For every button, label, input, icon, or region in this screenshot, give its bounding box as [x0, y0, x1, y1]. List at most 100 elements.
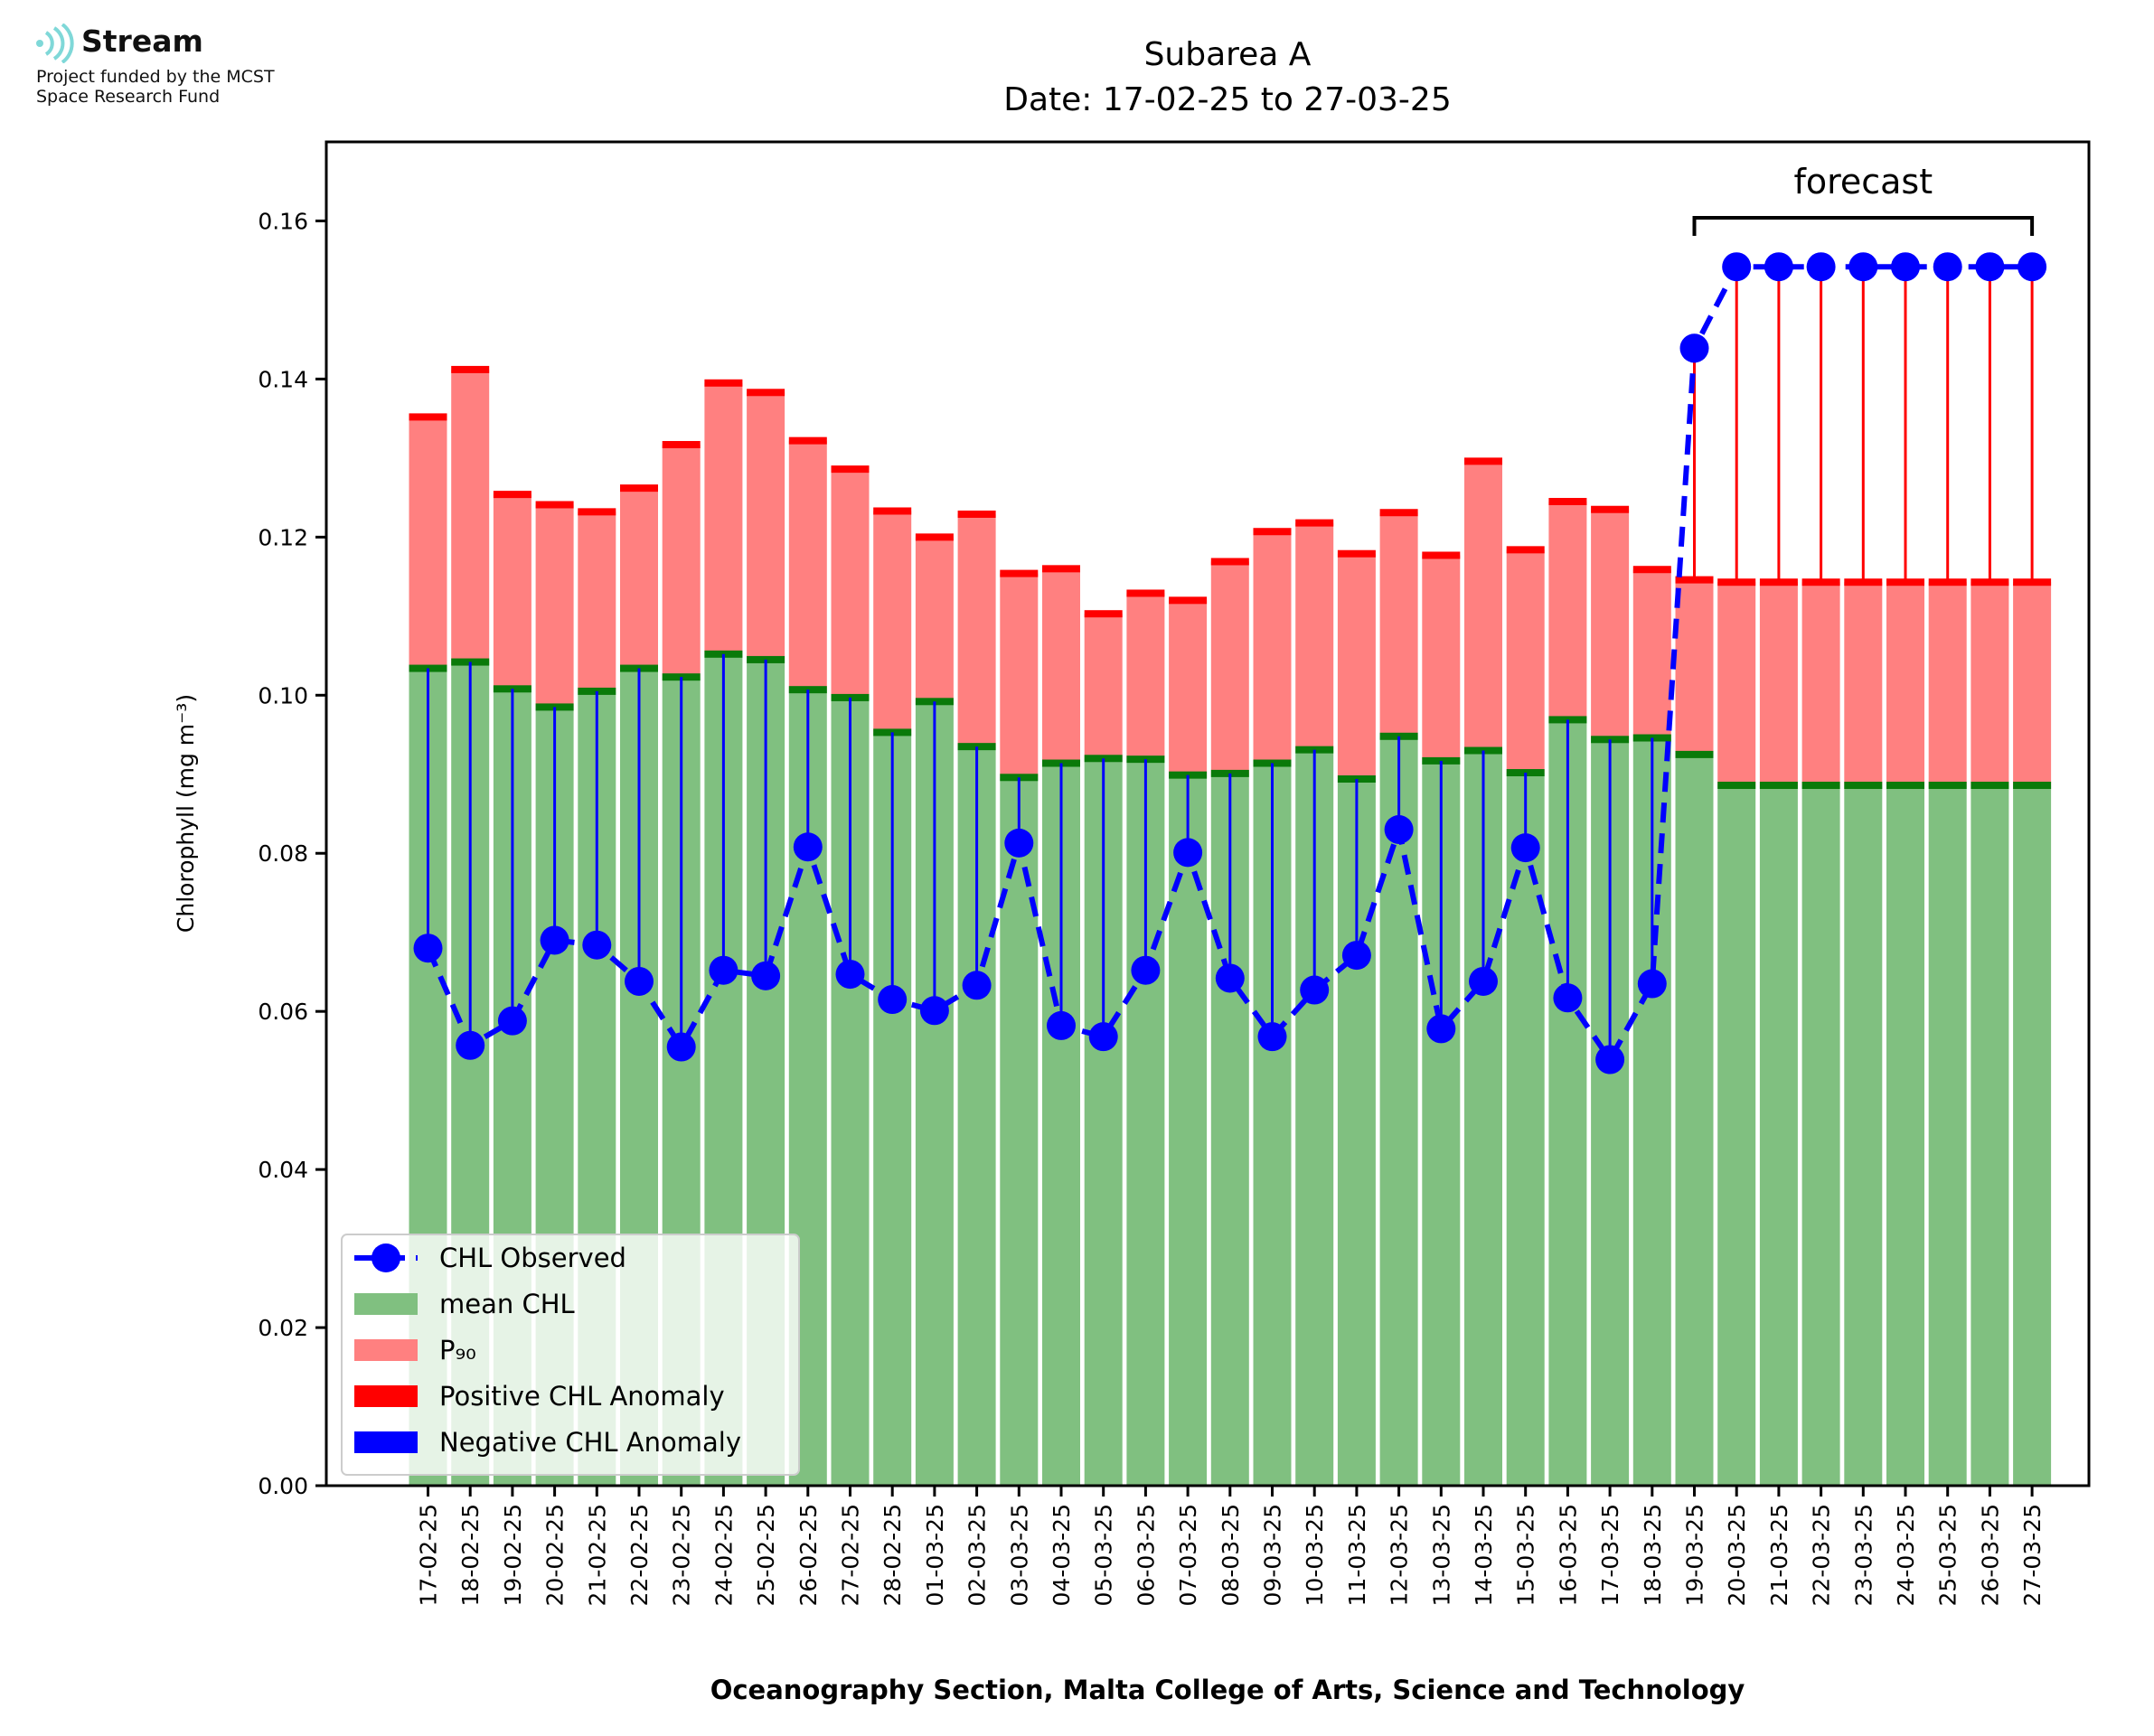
p90-bar — [1464, 461, 1502, 751]
p90-marker — [1337, 549, 1376, 558]
y-tick-label: 0.12 — [258, 524, 308, 550]
p90-marker — [493, 491, 531, 499]
observed-point — [793, 832, 823, 862]
mean-bar — [1717, 785, 1756, 1486]
p90-bar — [831, 469, 870, 698]
p90-bar — [915, 537, 954, 702]
observed-point — [1933, 252, 1962, 282]
mean-bar — [1971, 785, 2009, 1486]
p90-bar — [788, 440, 827, 690]
p90-marker — [620, 484, 658, 493]
legend-marker-observed — [372, 1243, 400, 1272]
x-tick-label: 21-03-25 — [1766, 1504, 1792, 1606]
p90-bar — [620, 488, 658, 669]
observed-point — [413, 934, 443, 963]
observed-point — [1679, 333, 1709, 363]
p90-bar — [1886, 582, 1924, 786]
observed-point — [582, 930, 612, 960]
p90-bar — [1210, 561, 1249, 774]
mean-bar — [2013, 785, 2052, 1486]
x-tick-label: 05-03-25 — [1091, 1504, 1117, 1606]
legend-swatch — [354, 1385, 418, 1407]
observed-point — [1469, 966, 1498, 996]
p90-marker — [1253, 528, 1292, 536]
p90-bar — [578, 511, 616, 691]
mean-bar — [1675, 754, 1714, 1486]
x-tick-label: 09-03-25 — [1260, 1504, 1286, 1606]
y-axis: 0.00 0.02 0.04 0.06 0.08 0.10 0.12 0.14 0.16 — [258, 208, 326, 1499]
observed-point — [1553, 983, 1583, 1013]
p90-bar — [1000, 573, 1039, 778]
p90-marker — [1506, 546, 1545, 554]
observed-point — [878, 985, 908, 1015]
observed-point — [1510, 833, 1540, 863]
p90-bar — [1295, 522, 1334, 750]
y-tick-label: 0.16 — [258, 208, 308, 234]
x-tick-label: 22-02-25 — [626, 1504, 653, 1606]
x-tick-label: 16-03-25 — [1555, 1504, 1581, 1606]
p90-bar — [1632, 569, 1671, 738]
p90-marker — [747, 389, 785, 397]
p90-marker — [915, 533, 954, 541]
x-tick-label: 03-03-25 — [1006, 1504, 1032, 1606]
y-tick-label: 0.08 — [258, 840, 308, 867]
chart-subtitle: Date: 17-02-25 to 27-03-25 — [1003, 81, 1451, 118]
mean-bar — [1928, 785, 1967, 1486]
p90-marker — [788, 436, 827, 445]
plot-frame — [325, 140, 2091, 1487]
logo-name: Stream — [81, 23, 203, 59]
observed-point — [1722, 252, 1752, 282]
p90-bar — [1717, 582, 1756, 786]
p90-bar — [1506, 549, 1545, 774]
p90-bar — [2013, 582, 2052, 786]
p90-bar — [662, 445, 701, 678]
x-tick-label: 27-03-25 — [2019, 1504, 2046, 1606]
x-tick-label: 25-03-25 — [1935, 1504, 1961, 1606]
x-tick-label: 23-02-25 — [669, 1504, 695, 1606]
x-tick-label: 24-03-25 — [1893, 1504, 1919, 1606]
x-tick-label: 02-03-25 — [964, 1504, 991, 1606]
x-tick-label: 04-03-25 — [1049, 1504, 1075, 1606]
anomaly-stems-layer — [427, 267, 2034, 1060]
y-axis-label: Chlorophyll (mg m⁻³) — [173, 694, 199, 933]
x-tick-label: 06-03-25 — [1133, 1504, 1159, 1606]
mean-marker — [1928, 782, 1967, 790]
observed-point — [1004, 828, 1034, 858]
observed-point — [1637, 969, 1667, 999]
p90-bar — [1759, 582, 1798, 786]
legend: CHL Observed mean CHL P₉₀ Positive CHL Anom… — [341, 1234, 800, 1476]
p90-bar — [1379, 512, 1418, 737]
observed-point — [1891, 252, 1920, 282]
forecast-annotation: forecast — [1692, 162, 2035, 236]
p90-bar — [747, 392, 785, 660]
p90-bar — [1422, 555, 1461, 761]
observed-point — [666, 1032, 696, 1062]
p90-marker — [1126, 589, 1165, 597]
mean-bar — [1506, 773, 1545, 1486]
observed-point — [1341, 941, 1371, 971]
x-tick-label: 26-02-25 — [795, 1504, 822, 1606]
legend-swatch — [354, 1293, 418, 1315]
y-tick-label: 0.04 — [258, 1157, 308, 1183]
axes-layer — [325, 140, 2091, 1487]
p90-marker — [1169, 596, 1208, 605]
x-tick-label: 12-03-25 — [1387, 1504, 1413, 1606]
logo-funding-line1: Project funded by the MCST — [36, 67, 275, 87]
observed-point — [497, 1006, 527, 1036]
p90-marker — [1210, 558, 1249, 566]
p90-marker — [704, 379, 743, 387]
mean-bar — [1886, 785, 1924, 1486]
mean-bar — [1801, 785, 1840, 1486]
x-tick-label: 08-03-25 — [1218, 1504, 1244, 1606]
x-tick-label: 18-03-25 — [1640, 1504, 1666, 1606]
observed-point — [1426, 1014, 1456, 1044]
p90-marker — [1295, 519, 1334, 527]
mean-bar — [1000, 777, 1039, 1486]
mean-marker — [1759, 782, 1798, 790]
x-axis-label: Oceanography Section, Malta College of A… — [710, 1675, 1745, 1705]
observed-point — [1131, 955, 1161, 985]
observed-point — [625, 966, 654, 996]
x-tick-label: 14-03-25 — [1471, 1504, 1497, 1606]
x-tick-label: 10-03-25 — [1302, 1504, 1328, 1606]
